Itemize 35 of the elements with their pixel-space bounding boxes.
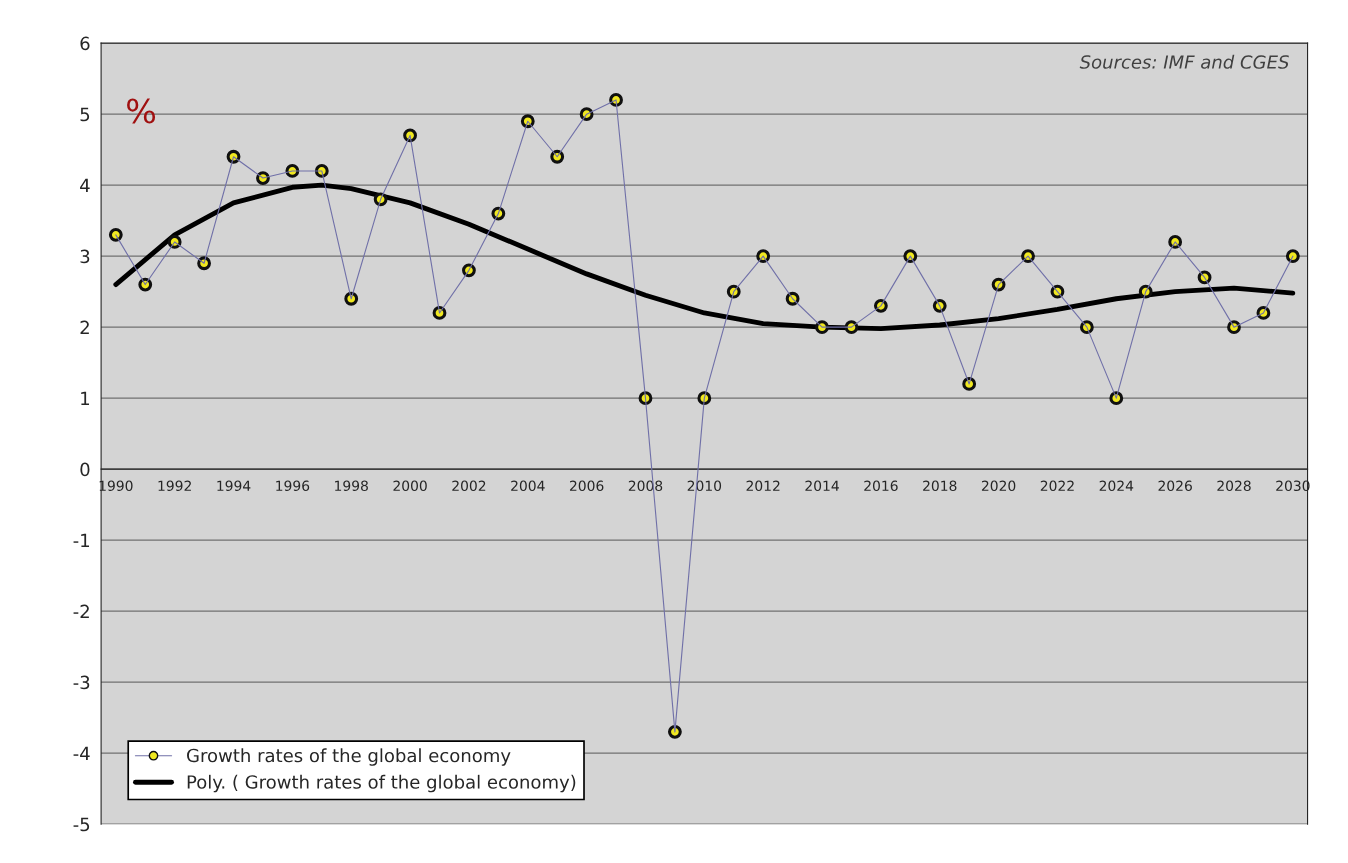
annotation: Sources: IMF and CGES — [1079, 54, 1289, 69]
x-tick-label: 2002 — [452, 480, 486, 492]
y-tick-label: 2 — [80, 320, 89, 335]
x-tick-label: 2014 — [805, 480, 839, 492]
y-tick-label: 3 — [80, 249, 90, 264]
x-tick-label: 2000 — [393, 480, 427, 492]
annotation: % — [127, 98, 156, 124]
y-tick-label: -4 — [73, 746, 90, 761]
x-tick-label: 1992 — [158, 480, 191, 492]
y-tick-label: 1 — [81, 391, 90, 406]
y-tick-label: -2 — [73, 604, 89, 619]
y-tick-label: 0 — [80, 462, 90, 477]
x-tick-label: 2006 — [569, 480, 604, 492]
legend-label: Growth rates of the global economy — [187, 748, 511, 766]
y-tick-label: 5 — [80, 107, 90, 122]
x-tick-label: 2010 — [687, 480, 722, 492]
x-tick-label: 2018 — [923, 480, 957, 492]
x-tick-label: 2028 — [1217, 480, 1251, 492]
y-tick-label: 4 — [80, 178, 90, 193]
x-tick-label: 2004 — [511, 480, 545, 492]
x-tick-label: 2016 — [864, 480, 898, 492]
x-tick-label: 1996 — [276, 480, 310, 492]
y-tick-label: -3 — [73, 675, 90, 690]
legend-label: Poly. ( Growth rates of the global economy) — [187, 774, 576, 793]
y-tick-label: 6 — [80, 36, 90, 51]
x-tick-label: 2026 — [1158, 480, 1192, 492]
x-tick-label: 2024 — [1099, 480, 1134, 492]
x-tick-label: 1994 — [217, 480, 251, 492]
y-tick-label: -5 — [73, 817, 90, 832]
x-tick-label: 2012 — [746, 480, 780, 492]
x-tick-label: 1998 — [335, 480, 368, 492]
y-tick-label: -1 — [73, 533, 90, 548]
x-tick-label: 2020 — [981, 480, 1016, 492]
x-tick-label: 2022 — [1040, 480, 1074, 492]
x-tick-label: 2008 — [628, 480, 663, 492]
